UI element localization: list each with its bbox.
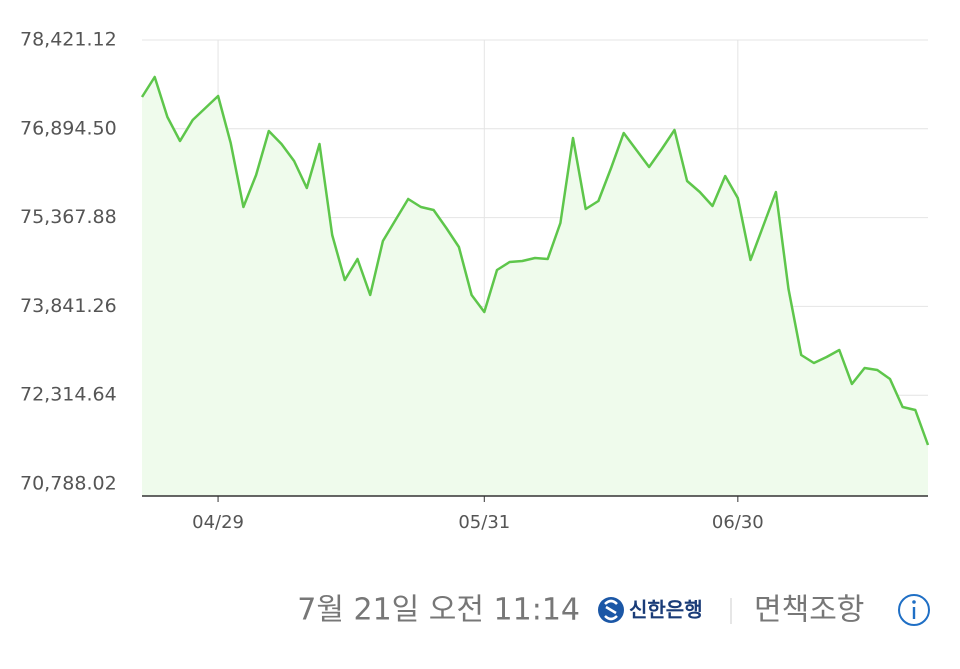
line: [140, 75, 930, 446]
plot-area: 70,788.02 72,314.64 73,841.26 75,367.88 76,8…: [20, 29, 930, 533]
y-tick-label: 76,894.50: [20, 117, 117, 139]
info-icon[interactable]: [898, 594, 930, 626]
timestamp: 7월 21일 오전 11:14: [297, 593, 580, 628]
y-tick-label: 72,314.64: [20, 384, 117, 406]
y-tick-label: 70,788.02: [20, 472, 117, 494]
bank-name: 신한은행: [629, 598, 703, 622]
x-tick-label: 05/31: [458, 512, 510, 533]
disclaimer-link[interactable]: 면책조항: [754, 593, 864, 628]
info-dot: [912, 600, 916, 604]
bank-logo-mark: [604, 599, 618, 621]
area: [142, 77, 928, 496]
y-tick-label: 78,421.12: [20, 29, 117, 51]
x-tick-label: 06/30: [712, 512, 764, 533]
info-circle: [898, 594, 930, 626]
x-tick-label: 04/29: [192, 512, 244, 533]
y-tick-label: 73,841.26: [20, 295, 117, 317]
y-tick-label: 75,367.88: [20, 206, 117, 228]
